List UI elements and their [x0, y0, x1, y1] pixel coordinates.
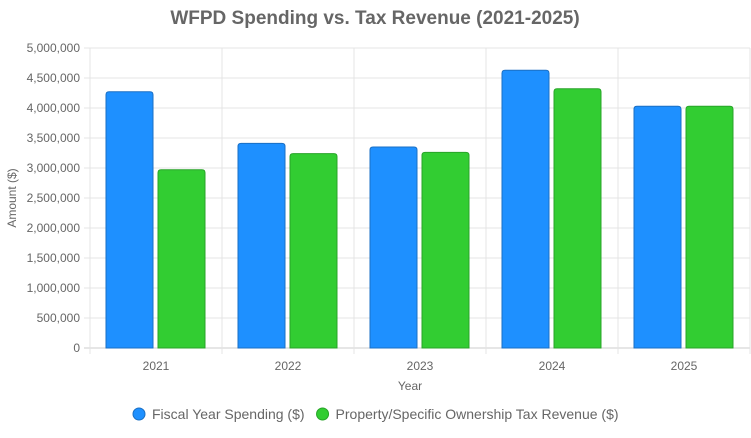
y-tick-label: 1,500,000 — [27, 251, 81, 265]
y-tick-label: 4,000,000 — [27, 101, 81, 115]
bar-revenue-2022 — [289, 153, 338, 349]
chart-title: WFPD Spending vs. Tax Revenue (2021-2025… — [170, 8, 579, 29]
x-axis-label: Year — [398, 379, 422, 393]
bar-revenue-2023 — [421, 151, 470, 349]
bar-spending-2022 — [237, 142, 286, 349]
bar-spending-2025 — [633, 105, 682, 349]
bar-spending-2024 — [501, 69, 550, 349]
y-tick-label: 2,500,000 — [27, 191, 81, 205]
y-tick-label: 5,000,000 — [27, 41, 81, 55]
bar-revenue-2025 — [685, 105, 734, 349]
bar-spending-2023 — [369, 146, 418, 349]
x-tick-label: 2021 — [143, 359, 170, 373]
y-tick-label: 500,000 — [37, 311, 81, 325]
legend-marker — [132, 407, 146, 421]
bar-spending-2021 — [105, 91, 154, 349]
x-tick-label: 2024 — [539, 359, 566, 373]
legend-label: Property/Specific Ownership Tax Revenue … — [336, 406, 619, 422]
bar-revenue-2024 — [553, 88, 602, 349]
y-tick-label: 3,500,000 — [27, 131, 81, 145]
y-tick-label: 1,000,000 — [27, 281, 81, 295]
x-tick-label: 2022 — [275, 359, 302, 373]
y-tick-label: 0 — [73, 341, 80, 355]
y-tick-label: 2,000,000 — [27, 221, 81, 235]
y-axis-label: Amount ($) — [5, 168, 19, 227]
x-tick-label: 2023 — [407, 359, 434, 373]
legend-label: Fiscal Year Spending ($) — [152, 406, 305, 422]
bar-revenue-2021 — [157, 169, 206, 349]
x-tick-label: 2025 — [671, 359, 698, 373]
y-tick-label: 4,500,000 — [27, 71, 81, 85]
y-tick-label: 3,000,000 — [27, 161, 81, 175]
legend-marker — [316, 407, 330, 421]
